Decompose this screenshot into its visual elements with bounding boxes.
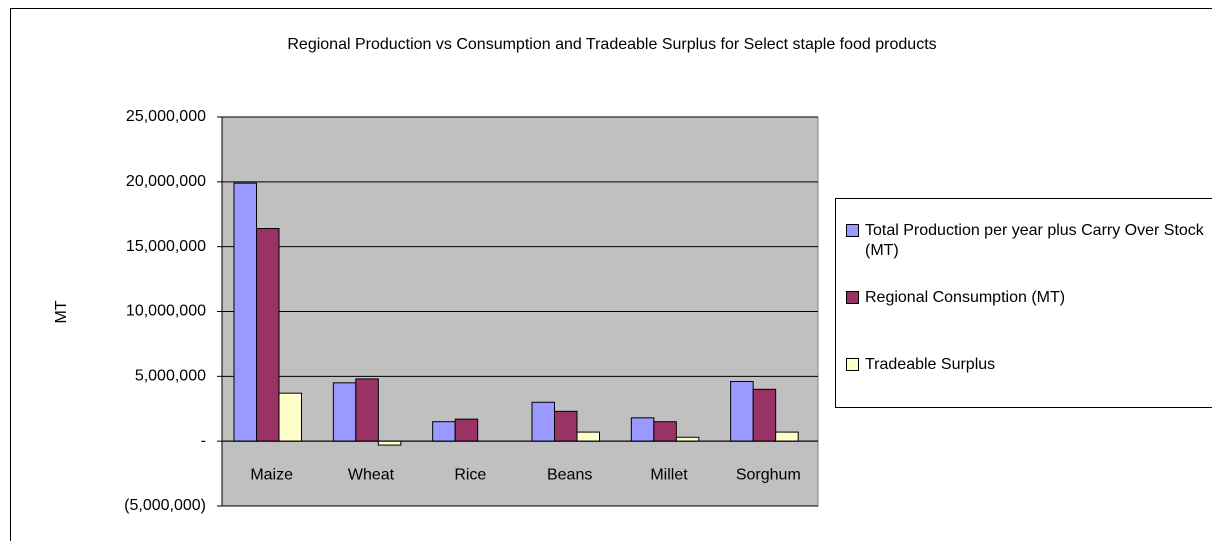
legend-item: Tradeable Surplus bbox=[846, 355, 1212, 375]
bar bbox=[256, 228, 280, 442]
y-tick-label: - bbox=[201, 432, 206, 449]
bar bbox=[355, 378, 379, 442]
legend-swatch bbox=[846, 291, 859, 304]
y-tick-label: 25,000,000 bbox=[126, 108, 206, 125]
bar bbox=[531, 401, 555, 442]
bar bbox=[653, 421, 677, 442]
y-tick-label: 10,000,000 bbox=[126, 303, 206, 320]
legend-label: Tradeable Surplus bbox=[865, 356, 996, 373]
x-tick-label: Wheat bbox=[348, 466, 395, 483]
chart-title: Regional Production vs Consumption and T… bbox=[287, 36, 936, 53]
bar bbox=[332, 382, 357, 442]
bar bbox=[233, 182, 257, 442]
bar bbox=[730, 381, 754, 442]
y-tick-label: (5,000,000) bbox=[124, 497, 206, 514]
x-tick-label: Millet bbox=[650, 466, 688, 483]
x-tick-label: Sorghum bbox=[736, 466, 801, 483]
legend-swatch bbox=[846, 224, 859, 237]
bar bbox=[752, 388, 777, 442]
legend-swatch bbox=[846, 358, 859, 371]
bar bbox=[454, 418, 479, 442]
x-tick-label: Rice bbox=[454, 466, 486, 483]
legend-label: Regional Consumption (MT) bbox=[865, 289, 1066, 306]
y-tick-label: 20,000,000 bbox=[126, 173, 206, 190]
bar bbox=[576, 431, 600, 442]
bar bbox=[630, 417, 655, 442]
legend-label: Total Production per year plus Carry Ove… bbox=[865, 222, 1204, 259]
bar bbox=[554, 410, 578, 442]
bar bbox=[278, 392, 302, 442]
bar bbox=[775, 431, 799, 442]
legend-item: Total Production per year plus Carry Ove… bbox=[846, 221, 1212, 261]
x-tick-label: Maize bbox=[250, 466, 293, 483]
bar bbox=[377, 440, 402, 446]
y-axis-label: MT bbox=[53, 300, 70, 323]
legend: Total Production per year plus Carry Ove… bbox=[835, 198, 1212, 408]
legend-item: Regional Consumption (MT) bbox=[846, 288, 1212, 308]
bar bbox=[432, 421, 456, 442]
y-tick-label: 5,000,000 bbox=[135, 368, 206, 385]
bar bbox=[675, 436, 700, 442]
x-tick-label: Beans bbox=[547, 466, 592, 483]
y-tick-label: 15,000,000 bbox=[126, 238, 206, 255]
